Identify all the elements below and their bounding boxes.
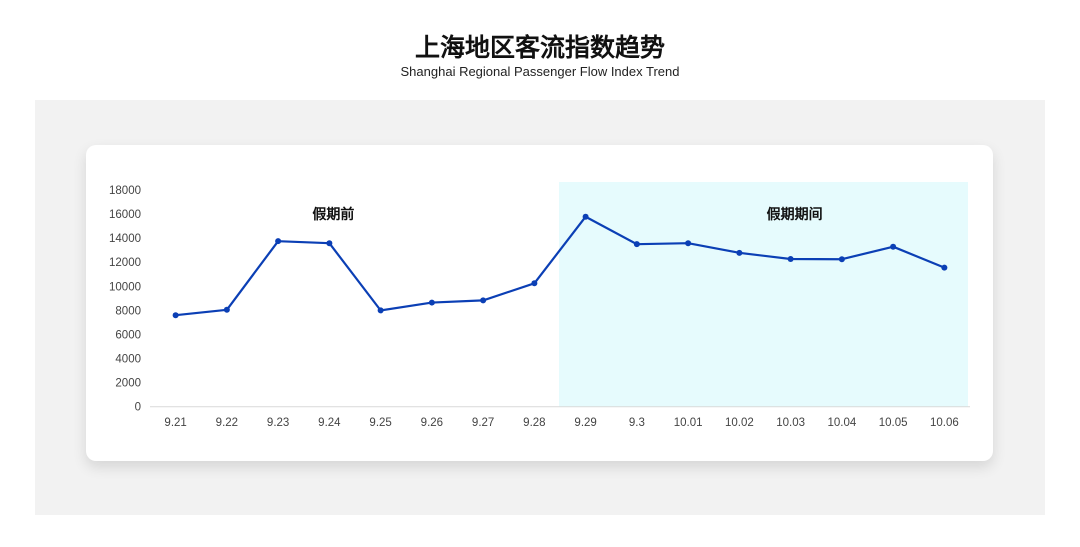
data-point xyxy=(582,213,589,220)
data-point xyxy=(941,264,948,271)
data-point xyxy=(633,241,640,248)
x-tick-label: 9.24 xyxy=(318,417,341,429)
x-tick-label: 9.27 xyxy=(472,417,494,429)
data-point xyxy=(223,306,230,313)
x-tick-label: 10.04 xyxy=(827,417,856,429)
x-tick-label: 9.29 xyxy=(574,417,596,429)
y-tick-label: 16000 xyxy=(109,209,141,221)
x-tick-label: 9.23 xyxy=(267,417,289,429)
annotation-label: 假期期间 xyxy=(767,206,823,222)
data-point xyxy=(787,255,794,262)
y-tick-label: 8000 xyxy=(115,305,141,317)
x-tick-label: 10.06 xyxy=(930,417,959,429)
data-point xyxy=(685,240,692,247)
x-tick-label: 10.02 xyxy=(725,417,754,429)
data-point xyxy=(736,249,743,256)
data-point xyxy=(531,280,538,287)
x-tick-label: 9.26 xyxy=(421,417,443,429)
highlight-region xyxy=(559,182,968,407)
y-tick-label: 6000 xyxy=(115,329,141,341)
x-tick-label: 9.28 xyxy=(523,417,545,429)
data-point xyxy=(275,238,282,245)
y-tick-label: 14000 xyxy=(109,233,141,245)
x-tick-label: 10.01 xyxy=(674,417,703,429)
page-title: 上海地区客流指数趋势 xyxy=(414,33,665,62)
data-point xyxy=(172,312,179,319)
data-point xyxy=(890,243,897,250)
data-point xyxy=(838,256,845,263)
data-point xyxy=(428,299,435,306)
y-tick-label: 4000 xyxy=(115,354,141,366)
x-tick-label: 9.3 xyxy=(629,417,645,429)
y-tick-label: 12000 xyxy=(109,257,141,269)
annotation-label: 假期前 xyxy=(312,206,354,222)
x-tick-label: 9.22 xyxy=(216,417,238,429)
x-tick-label: 9.25 xyxy=(369,417,391,429)
y-tick-label: 2000 xyxy=(115,378,141,390)
x-tick-label: 9.21 xyxy=(164,417,186,429)
data-point xyxy=(326,240,333,247)
y-tick-label: 10000 xyxy=(109,281,141,293)
y-tick-label: 0 xyxy=(135,402,141,414)
page-subtitle: Shanghai Regional Passenger Flow Index T… xyxy=(400,64,680,79)
data-point xyxy=(377,307,384,314)
y-tick-label: 18000 xyxy=(109,185,141,197)
x-tick-label: 10.03 xyxy=(776,417,805,429)
series-line xyxy=(175,215,945,317)
x-tick-label: 10.05 xyxy=(879,417,908,429)
data-point xyxy=(480,297,487,304)
